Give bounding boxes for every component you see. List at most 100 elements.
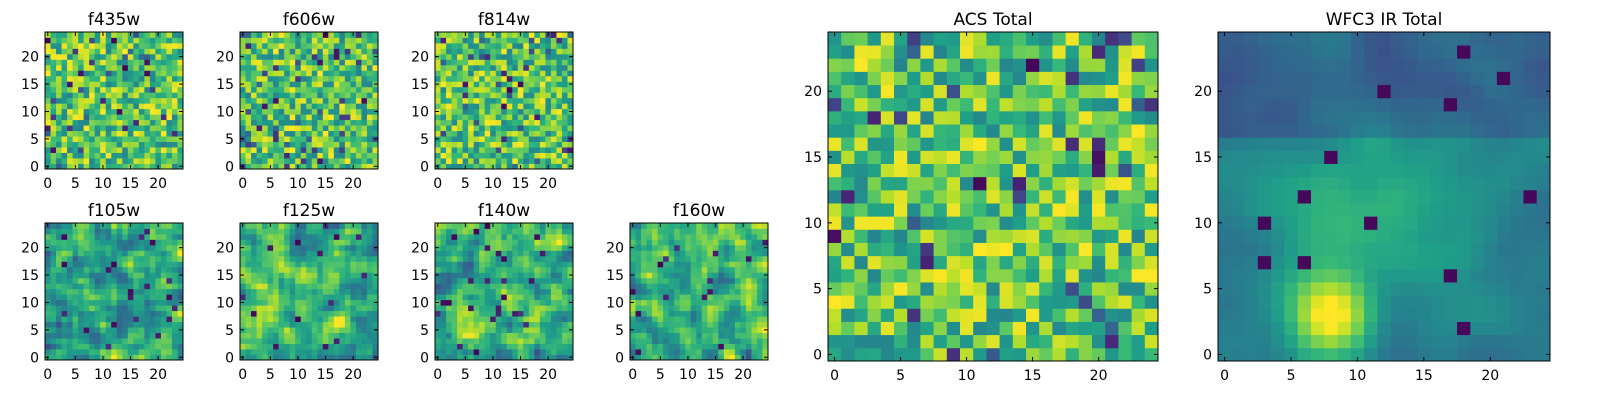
heatmap-cell xyxy=(451,64,458,71)
heatmap-cell xyxy=(366,152,373,159)
heatmap-cell xyxy=(100,141,107,148)
heatmap-cell xyxy=(490,228,497,235)
heatmap-cell xyxy=(78,152,85,159)
heatmap-cell xyxy=(166,141,173,148)
heatmap-cell xyxy=(734,255,741,262)
heatmap-cell xyxy=(933,216,948,230)
heatmap-cell xyxy=(707,321,714,328)
heatmap-cell xyxy=(138,310,145,317)
heatmap-cell xyxy=(133,343,140,350)
heatmap-cell xyxy=(462,277,469,284)
heatmap-cell xyxy=(171,59,178,66)
heatmap-cell xyxy=(355,250,362,257)
heatmap-cell xyxy=(1078,203,1093,217)
heatmap-cell xyxy=(641,239,647,246)
heatmap-cell xyxy=(278,321,285,328)
heatmap-cell xyxy=(284,103,291,110)
heatmap-cell xyxy=(333,81,340,88)
heatmap-cell xyxy=(78,108,85,115)
heatmap-cell xyxy=(828,203,842,217)
heatmap-cell xyxy=(366,321,373,328)
heatmap-cell xyxy=(138,294,145,301)
heatmap-cell xyxy=(663,338,670,344)
heatmap-cell xyxy=(567,228,574,235)
heatmap-cell xyxy=(512,299,519,306)
heatmap-cell xyxy=(311,354,318,361)
heatmap-cell xyxy=(1039,255,1053,270)
heatmap-cell xyxy=(550,86,557,93)
heatmap-cell xyxy=(880,308,895,322)
heatmap-cell xyxy=(149,125,156,132)
heatmap-cell xyxy=(880,295,895,309)
heatmap-cell xyxy=(473,327,480,333)
heatmap-cell xyxy=(72,277,79,284)
heatmap-cell xyxy=(512,228,519,235)
heatmap-cell xyxy=(149,75,156,82)
heatmap-cell xyxy=(78,70,85,77)
heatmap-cell xyxy=(723,255,730,262)
heatmap-cell xyxy=(539,272,546,279)
heatmap-cell xyxy=(534,250,541,257)
heatmap-cell xyxy=(657,266,664,273)
heatmap-cell xyxy=(446,147,452,153)
heatmap-cell xyxy=(278,86,285,93)
heatmap-cell xyxy=(539,136,546,142)
heatmap-cell xyxy=(372,283,379,290)
heatmap-cell xyxy=(94,277,101,284)
heatmap-cell xyxy=(355,228,362,235)
heatmap-cell xyxy=(56,130,62,137)
heatmap-cell xyxy=(674,343,681,350)
heatmap-cell xyxy=(517,48,524,55)
heatmap-cell xyxy=(512,288,519,295)
heatmap-cell xyxy=(440,152,447,159)
heatmap-cell xyxy=(149,233,156,240)
heatmap-cell xyxy=(328,283,335,290)
heatmap-cell xyxy=(468,327,475,333)
x-tick-label: 5 xyxy=(71,367,80,383)
heatmap-cell xyxy=(289,70,296,77)
y-tick-label: 15 xyxy=(21,268,39,284)
heatmap-cell xyxy=(457,147,463,153)
heatmap-cell xyxy=(652,250,658,257)
heatmap-cell xyxy=(83,321,90,328)
heatmap-cell xyxy=(435,266,441,273)
heatmap-cell xyxy=(138,152,145,159)
heatmap-cell xyxy=(240,349,246,355)
heatmap-cell xyxy=(490,277,497,284)
heatmap-cell xyxy=(160,223,167,229)
y-tick-label: 0 xyxy=(420,350,429,366)
heatmap-cell xyxy=(517,277,524,284)
heatmap-cell xyxy=(484,119,491,126)
heatmap-cell xyxy=(663,277,670,284)
heatmap-cell xyxy=(457,261,463,268)
heatmap-cell xyxy=(144,283,151,290)
heatmap-cell xyxy=(512,32,519,38)
heatmap-cell xyxy=(517,147,524,153)
heatmap-cell xyxy=(306,114,313,121)
heatmap-cell xyxy=(83,266,90,273)
heatmap-cell xyxy=(273,48,280,55)
heatmap-cell xyxy=(641,233,647,240)
heatmap-cell xyxy=(339,125,346,132)
heatmap-cell xyxy=(973,242,987,257)
heatmap-cell xyxy=(149,119,156,126)
heatmap-cell xyxy=(344,239,351,246)
heatmap-cell xyxy=(133,310,140,317)
heatmap-cell xyxy=(256,70,263,77)
heatmap-cell xyxy=(986,242,1000,257)
heatmap-cell xyxy=(366,310,373,317)
heatmap-cell xyxy=(72,147,79,153)
heatmap-cell xyxy=(451,37,458,44)
heatmap-cell xyxy=(61,244,68,251)
heatmap-cell xyxy=(451,266,458,273)
heatmap-cell xyxy=(339,147,346,153)
heatmap-cell xyxy=(435,316,441,323)
heatmap-cell xyxy=(155,37,162,44)
heatmap-cell xyxy=(561,32,568,38)
heatmap-cell xyxy=(155,42,162,49)
heatmap-cell xyxy=(1065,176,1080,191)
heatmap-cell xyxy=(50,97,57,104)
heatmap-cell xyxy=(300,81,307,88)
heatmap-cell xyxy=(328,136,335,142)
